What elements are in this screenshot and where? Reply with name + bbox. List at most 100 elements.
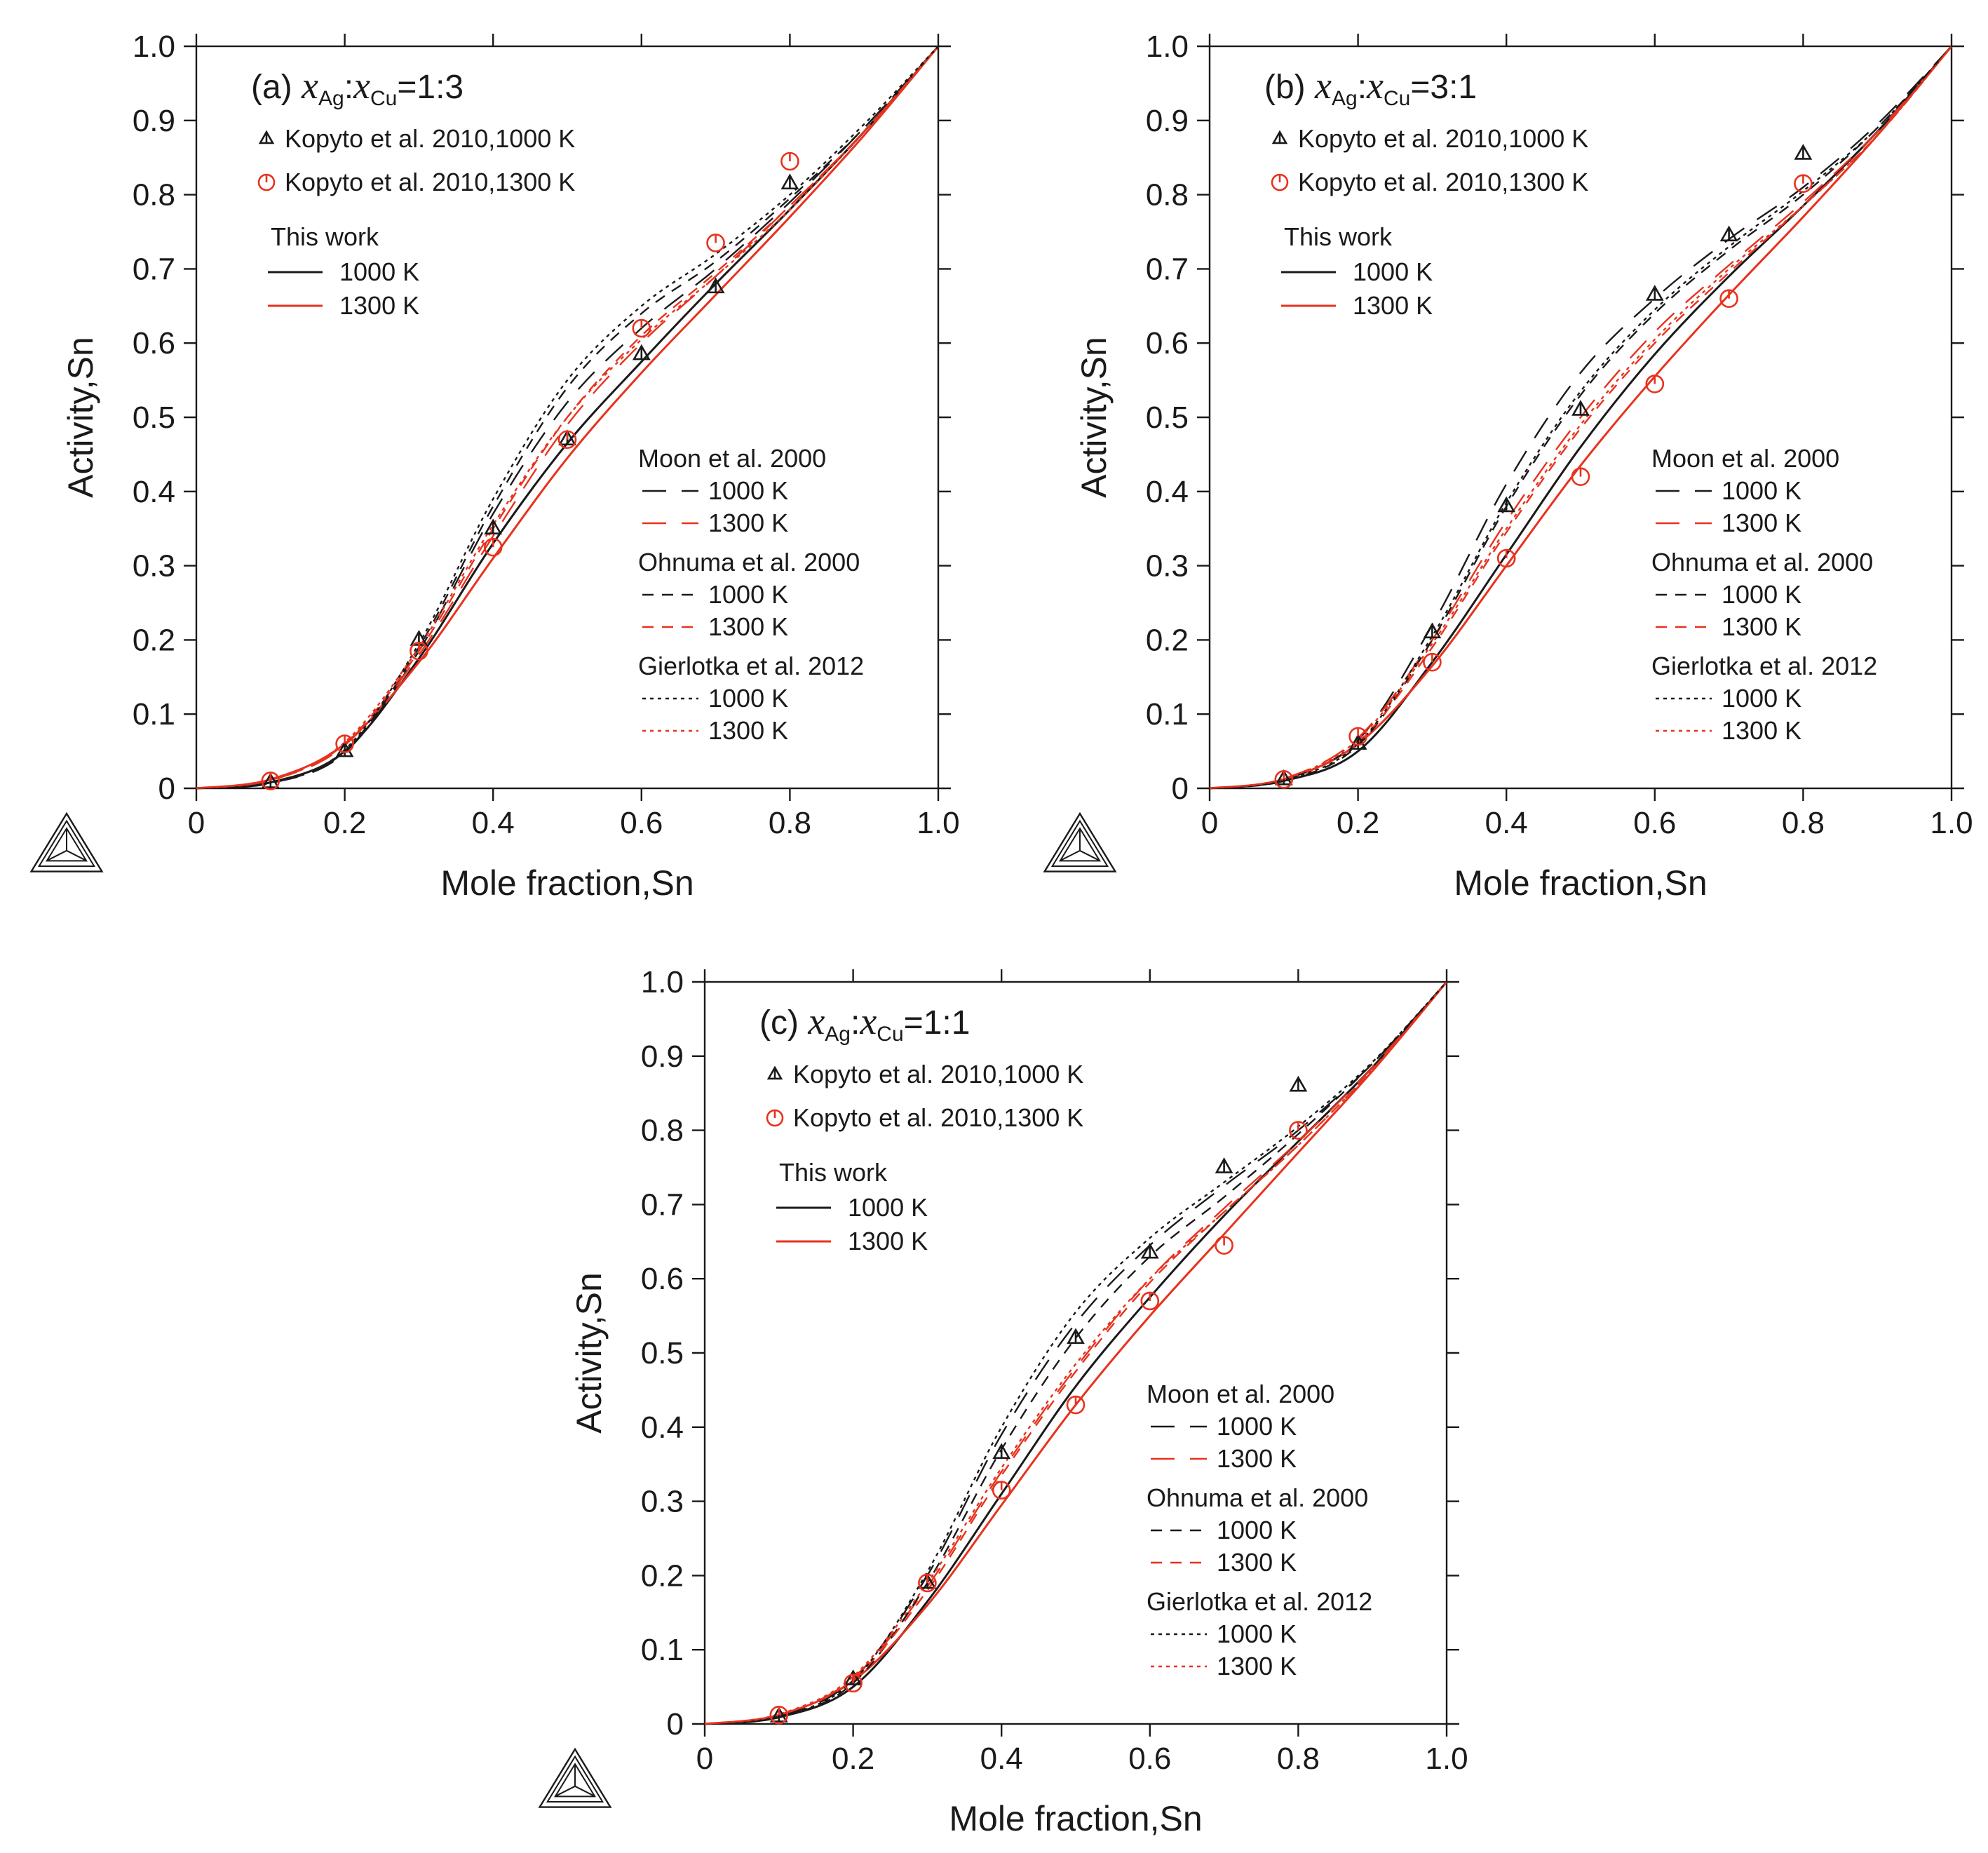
title-part: Cu [1384,87,1410,110]
title-part: x [1314,65,1332,107]
x-tick-label: 0 [696,1741,713,1776]
logo-inner [1058,827,1102,862]
y-tick-label: 0.5 [1146,400,1189,435]
y-tick-label: 1.0 [1146,29,1189,64]
x-tick-label: 0.8 [1277,1741,1320,1776]
circle-marker [1140,1291,1160,1311]
y-tick-label: 0.1 [641,1633,684,1667]
circle-marker [335,734,354,753]
y-tick-label: 0.6 [1146,326,1189,361]
x-tick-label: 1.0 [1425,1741,1468,1776]
panel-title: (b) xAg:xCu=3:1 [1264,65,1477,110]
legend-circle-icon [1271,173,1289,191]
y-tick-label: 0.9 [641,1039,684,1074]
logo-mid [37,819,96,867]
legend-group-item: 1300 K [708,612,788,641]
y-tick-label: 0.9 [1146,104,1189,138]
y-axis-label: Activity,Sn [1074,337,1114,498]
circle-marker [1066,1395,1086,1415]
title-part: Ag [825,1023,851,1046]
legend-group-item: 1000 K [708,684,788,713]
series-lines [1209,46,1953,790]
circle-marker [1719,289,1738,309]
title-part: x [1366,65,1384,107]
legend-this-work-1300: 1300 K [339,291,419,320]
y-tick-label: 0.7 [641,1187,684,1222]
legend-group-title: Gierlotka et al. 2012 [1147,1587,1372,1616]
circle-marker [261,771,280,790]
circle-marker [1645,375,1665,393]
triangle-marker [1348,734,1367,750]
y-tick-label: 0 [667,1707,684,1741]
scatter-markers [769,1075,1308,1725]
series-line-ohnuma-et-al-2000-1000-k [1209,46,1952,790]
circle-marker [1496,548,1516,568]
title-part: (c) [759,1004,799,1042]
logo-outer [29,811,104,872]
logo-spoke [1079,849,1100,862]
triangle-marker [335,741,354,757]
chart-panel-c: 0 0.1 0.2 0.3 0.4 0.5 0.6 0.7 0.8 0.9 1.0 0 0.2 0.4 0.… [538,965,1468,1838]
triangle-marker [1067,1328,1085,1345]
x-tick-label: 0.4 [1485,806,1528,840]
x-tick-label: 0.4 [980,1741,1023,1776]
y-tick-label: 0.8 [641,1114,684,1148]
circle-marker [706,234,725,252]
triangle-marker [706,277,725,294]
x-axis-label: Mole fraction,Sn [1454,863,1707,903]
logo-mid [1050,819,1109,867]
legend-group-item: 1000 K [1217,1516,1297,1544]
logo-inner [553,1763,597,1798]
title-part: : [851,1004,860,1042]
legend-circle-icon [766,1109,784,1127]
legend-exp-1000: Kopyto et al. 2010,1000 K [1298,124,1588,153]
x-tick-label: 1.0 [1930,806,1973,840]
legend-group-title: Moon et al. 2000 [1147,1380,1334,1408]
y-tick-label: 0.4 [1146,475,1189,509]
triangle-marker [1645,285,1664,301]
series-line-gierlotka-et-al-2012-1000-k [1209,46,1952,790]
y-axis-label: Activity,Sn [61,337,100,498]
circle-marker [1289,1121,1308,1140]
legend-triangle-icon [766,1065,783,1080]
legend-this-work-1000: 1000 K [339,257,419,286]
legend-group-item: 1300 K [708,716,788,745]
title-part: Ag [1332,87,1358,110]
legend-group-title: Ohnuma et al. 2000 [638,548,860,577]
y-tick-label: 0.9 [133,104,175,138]
circle-marker [483,537,503,557]
y-tick-label: 0.2 [641,1558,684,1593]
x-tick-label: 0.8 [1782,806,1825,840]
legend-exp-1300: Kopyto et al. 2010,1300 K [793,1103,1083,1132]
y-tick-label: 0.5 [641,1336,684,1370]
triangle-marker [780,173,799,190]
legend-this-work-1000: 1000 K [1353,257,1433,286]
title-part: (b) [1264,69,1306,106]
circle-marker [992,1481,1011,1500]
y-tick-label: 0.7 [133,252,175,286]
x-tick-label: 0.8 [769,806,811,840]
y-tick-label: 0.8 [133,178,175,213]
y-tick-label: 1.0 [641,965,684,999]
title-part: : [1358,69,1367,106]
title-part: Cu [877,1023,903,1046]
logo-spoke [555,1785,576,1798]
triangle-marker [1571,400,1590,416]
triangle-marker [632,344,651,361]
y-tick-label: 0.6 [641,1262,684,1296]
thermocalc-logo-icon [538,1747,612,1808]
y-tick-label: 0.1 [133,697,175,732]
legend-group-title: Moon et al. 2000 [638,444,826,473]
chart-panel-a: 0 0.1 0.2 0.3 0.4 0.5 0.6 0.7 0.8 0.9 1.0 0 0.2 0.4 0.… [29,29,960,903]
y-tick-label: 0 [1172,771,1189,806]
title-part: Cu [370,87,397,110]
thermocalc-logo-icon [1043,811,1117,872]
triangle-marker [1794,144,1813,160]
title-part: Ag [318,87,344,110]
legend-this-work-1300: 1300 K [1353,291,1433,320]
triangle-marker [1497,496,1516,513]
legend-group-title: Ohnuma et al. 2000 [1147,1483,1368,1512]
legend-this-work-1300: 1300 K [848,1227,928,1255]
y-tick-label: 0.2 [133,623,175,657]
thermocalc-logo-icon [29,811,104,872]
